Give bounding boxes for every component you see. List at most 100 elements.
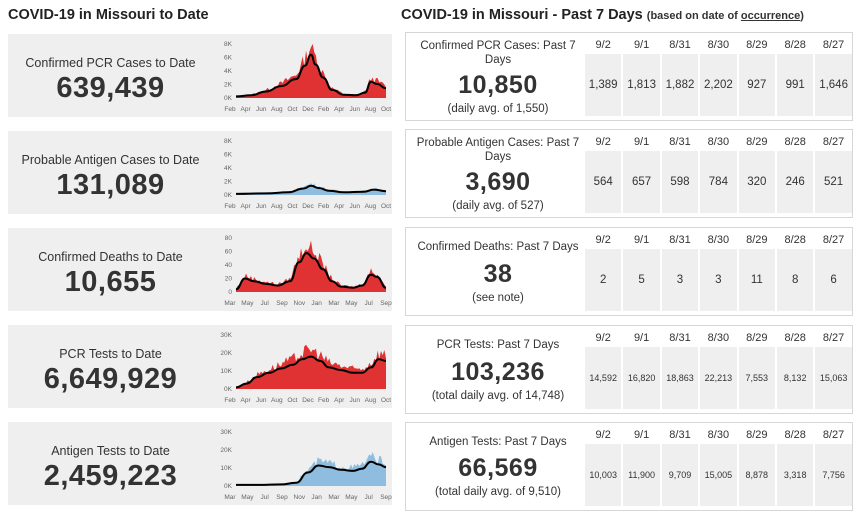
- x-tick-label: Nov: [294, 300, 306, 307]
- date-header: 9/2: [595, 429, 611, 441]
- date-header-row: 9/2 9/1 8/31 8/30 8/29 8/28 8/27: [585, 39, 853, 51]
- daily-value-cell[interactable]: 564: [585, 151, 622, 213]
- card-title: Probable Antigen Cases to Date: [21, 153, 200, 167]
- sparkline-chart[interactable]: 30K 20K 10K 0K Feb Apr Jun Aug Oct Dec Feb Apr Jun Au…: [208, 325, 392, 408]
- daily-value-cell[interactable]: 991: [777, 54, 814, 116]
- daily-value-cell[interactable]: 927: [738, 54, 775, 116]
- x-tick-label: Mar: [328, 494, 340, 501]
- daily-value-cell[interactable]: 8,132: [777, 347, 814, 409]
- subtitle-prefix: (based on date of: [646, 10, 741, 22]
- moving-average-line: [236, 460, 387, 486]
- daily-value-cell[interactable]: 657: [623, 151, 660, 213]
- daily-value-cell[interactable]: 9,709: [661, 444, 699, 506]
- daily-value-cell[interactable]: 7,756: [815, 444, 852, 506]
- daily-value-cell[interactable]: 11,900: [623, 444, 660, 506]
- x-tick-label: May: [241, 300, 254, 307]
- daily-value-cell[interactable]: 10,003: [585, 444, 622, 506]
- daily-value-cell[interactable]: 11: [738, 249, 775, 311]
- x-tick-label: Apr: [241, 397, 252, 404]
- daily-value-cell[interactable]: 6: [815, 249, 852, 311]
- sparkline-chart[interactable]: 80 60 40 20 0 Mar May Jul Sep Nov Jan Mar May Jul Sep: [208, 228, 392, 311]
- x-tick-label: Feb: [318, 397, 330, 404]
- x-tick-label: Jun: [350, 397, 361, 404]
- x-tick-label: Jun: [350, 203, 361, 210]
- occurrence-link[interactable]: occurrence: [740, 10, 801, 22]
- daily-value-cell[interactable]: 22,213: [700, 347, 737, 409]
- daily-value-cell[interactable]: 2,202: [700, 54, 737, 116]
- card-title: Antigen Tests: Past 7 Days: [429, 436, 567, 448]
- card-value: 10,655: [64, 266, 157, 298]
- date-header: 8/27: [822, 234, 845, 246]
- x-tick-label: Dec: [302, 203, 314, 210]
- daily-value-cell[interactable]: 7,553: [738, 347, 775, 409]
- daily-value-cell[interactable]: 18,863: [661, 347, 699, 409]
- card-value: 103,236: [451, 358, 545, 386]
- x-tick-label: Jan: [311, 494, 322, 501]
- x-tick-label: Feb: [224, 106, 236, 113]
- y-tick-label: 8K: [224, 41, 233, 48]
- daily-values-row: 10,003 11,900 9,709 15,005 8,878 3,318 7…: [585, 444, 853, 506]
- daily-value-cell[interactable]: 5: [623, 249, 660, 311]
- y-tick-label: 0K: [224, 95, 233, 102]
- daily-value-cell[interactable]: 3: [700, 249, 737, 311]
- daily-value-cell[interactable]: 521: [815, 151, 852, 213]
- x-tick-label: Oct: [381, 397, 391, 404]
- date-header: 8/29: [746, 136, 768, 148]
- card-value: 2,459,223: [43, 460, 178, 492]
- daily-value-cell[interactable]: 246: [777, 151, 814, 213]
- date-header: 8/30: [707, 429, 730, 441]
- sparkline-chart[interactable]: 30K 20K 10K 0K Mar May Jul Sep Nov Jan Mar May Jul Se…: [208, 422, 392, 505]
- daily-value-cell[interactable]: 8: [777, 249, 814, 311]
- y-tick-label: 2K: [224, 82, 233, 89]
- x-tick-label: May: [345, 494, 358, 501]
- x-tick-label: Oct: [381, 203, 391, 210]
- daily-value-cell[interactable]: 2: [585, 249, 622, 311]
- daily-value-cell[interactable]: 15,005: [700, 444, 737, 506]
- card-title: PCR Tests to Date: [59, 347, 162, 361]
- card-title: Confirmed PCR Cases: Past 7 Days: [420, 40, 576, 66]
- x-tick-label: Oct: [287, 397, 297, 404]
- y-tick-label: 30K: [220, 332, 232, 339]
- x-tick-label: Jul: [365, 494, 374, 501]
- daily-value-cell[interactable]: 3,318: [777, 444, 814, 506]
- daily-value-cell[interactable]: 784: [700, 151, 737, 213]
- x-tick-label: Dec: [302, 397, 314, 404]
- card-title: Confirmed Deaths: Past 7 Days: [417, 241, 579, 253]
- daily-value-cell[interactable]: 1,646: [815, 54, 852, 116]
- card-pcr-tests-to-date: PCR Tests to Date 6,649,929 30K 20K 10K 0K F…: [8, 325, 392, 408]
- card-confirmed-pcr-cases-past-7-days: Confirmed PCR Cases: Past 7 Days 10,850 …: [405, 32, 853, 121]
- y-tick-label: 0K: [224, 192, 233, 199]
- x-tick-label: Oct: [381, 106, 391, 113]
- date-header: 9/2: [595, 136, 611, 148]
- sparkline-chart[interactable]: 8K 6K 4K 2K 0K Feb Apr Jun Aug Oct Dec Feb Apr Jun Aug…: [208, 34, 392, 117]
- y-tick-label: 0: [228, 289, 232, 296]
- daily-value-cell[interactable]: 15,063: [815, 347, 852, 409]
- daily-value-cell[interactable]: 598: [661, 151, 699, 213]
- date-header: 8/30: [707, 332, 730, 344]
- y-tick-label: 4K: [224, 165, 233, 172]
- x-tick-label: Apr: [241, 203, 252, 210]
- card-confirmed-deaths-to-date: Confirmed Deaths to Date 10,655 80 60 40 20…: [8, 228, 392, 311]
- daily-value-cell[interactable]: 3: [661, 249, 699, 311]
- x-tick-label: Aug: [271, 397, 283, 404]
- daily-value-cell[interactable]: 1,389: [585, 54, 622, 116]
- card-value: 3,690: [465, 168, 531, 196]
- date-header: 9/1: [633, 332, 650, 344]
- daily-value-cell[interactable]: 320: [738, 151, 775, 213]
- date-header: 8/31: [669, 136, 691, 148]
- card-title: Probable Antigen Cases: Past 7 Days: [416, 137, 580, 163]
- daily-value-cell[interactable]: 8,878: [738, 444, 775, 506]
- x-tick-label: May: [241, 494, 254, 501]
- daily-bars-area: [236, 452, 386, 486]
- y-tick-label: 30K: [220, 429, 232, 436]
- card-title: PCR Tests: Past 7 Days: [436, 339, 560, 351]
- x-tick-label: Dec: [302, 106, 314, 113]
- daily-value-cell[interactable]: 1,882: [661, 54, 699, 116]
- date-header-row: 9/2 9/1 8/31 8/30 8/29 8/28 8/27: [585, 429, 853, 441]
- daily-value-cell[interactable]: 14,592: [585, 347, 622, 409]
- daily-value-cell[interactable]: 1,813: [623, 54, 660, 116]
- daily-values-row: 14,592 16,820 18,863 22,213 7,553 8,132 …: [585, 347, 853, 409]
- date-header: 8/27: [822, 136, 845, 148]
- sparkline-chart[interactable]: 8K 6K 4K 2K 0K Feb Apr Jun Aug Oct Dec Feb Apr Jun Aug…: [208, 131, 392, 214]
- daily-value-cell[interactable]: 16,820: [623, 347, 660, 409]
